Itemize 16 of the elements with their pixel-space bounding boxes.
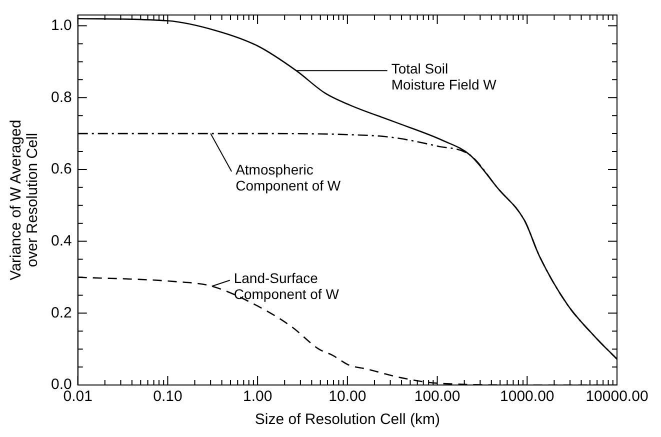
y-axis-title: Variance of W Averaged over Resolution Cell bbox=[7, 120, 41, 280]
y-tick-label: 0.4 bbox=[50, 232, 72, 250]
x-tick-label: 10.00 bbox=[328, 388, 366, 406]
annotation: Total Soil Moisture Field W bbox=[391, 60, 498, 93]
y-tick-label: 0.6 bbox=[50, 160, 72, 178]
x-tick-label: 1000.00 bbox=[500, 388, 554, 406]
y-tick-label: 0.8 bbox=[50, 88, 72, 106]
y-tick-label: 0.2 bbox=[50, 304, 72, 322]
x-axis-title: Size of Resolution Cell (km) bbox=[254, 411, 440, 428]
y-tick-label: 1.0 bbox=[50, 16, 72, 34]
annotation: Land-Surface Component of W bbox=[234, 270, 340, 302]
x-tick-label: 0.10 bbox=[153, 388, 182, 406]
annotation: Atmospheric Component of W bbox=[236, 161, 342, 194]
x-tick-label: 10000.00 bbox=[586, 388, 648, 406]
x-tick-label: 1.00 bbox=[242, 388, 272, 406]
x-tick-label: 100.00 bbox=[414, 388, 460, 406]
